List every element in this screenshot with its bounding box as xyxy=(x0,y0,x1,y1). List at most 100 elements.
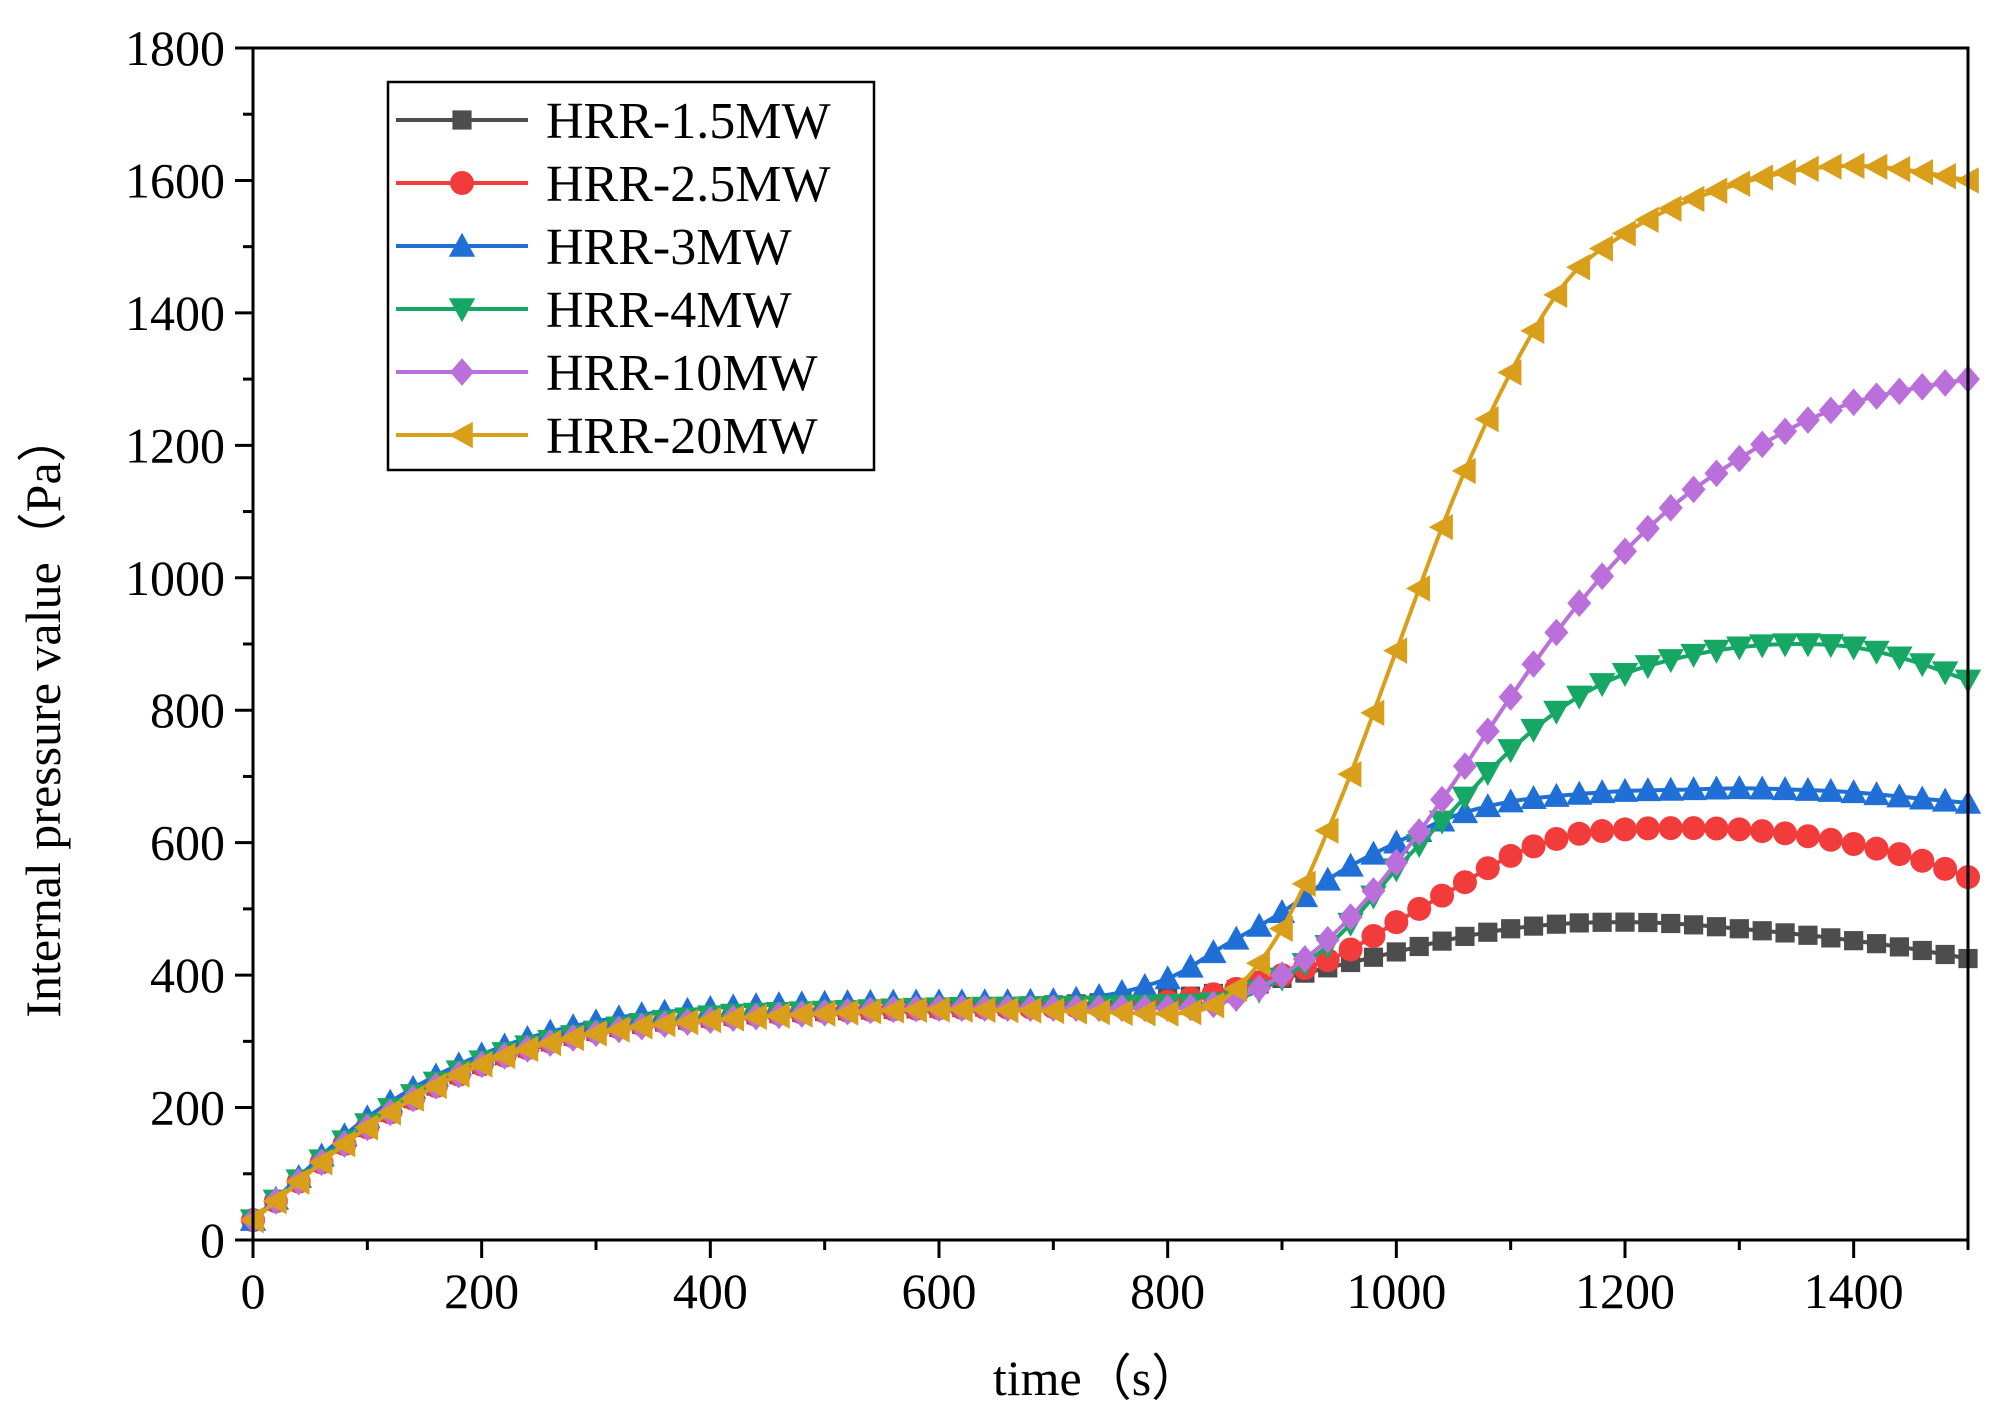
data-point xyxy=(1840,779,1867,804)
data-point xyxy=(1886,646,1913,671)
data-point xyxy=(1200,992,1225,1019)
data-point xyxy=(1566,685,1593,710)
legend-entry: HRR-10MW xyxy=(396,345,818,402)
data-point xyxy=(1726,775,1753,800)
data-point xyxy=(1931,661,1959,686)
data-point xyxy=(811,1000,836,1027)
data-point xyxy=(1704,459,1729,488)
data-point xyxy=(1520,785,1547,810)
data-point xyxy=(1704,816,1729,841)
data-point xyxy=(1611,663,1639,687)
legend-label: HRR-20MW xyxy=(546,408,818,465)
data-point xyxy=(1474,793,1501,818)
data-point xyxy=(1866,934,1887,954)
data-point xyxy=(1247,974,1272,1002)
data-point xyxy=(720,1005,744,1032)
axes-layer: 0 200 400 600 800 1000 1200 1400 0 200 400 600 800 10… xyxy=(125,20,1970,1319)
data-point xyxy=(1818,827,1843,852)
data-point xyxy=(1611,777,1639,802)
data-point xyxy=(1817,777,1844,802)
data-point xyxy=(354,1114,379,1141)
data-point xyxy=(1817,634,1844,659)
data-point xyxy=(1569,913,1589,933)
data-point xyxy=(1821,928,1841,948)
data-point xyxy=(1840,152,1865,180)
data-point xyxy=(1428,513,1453,541)
data-point xyxy=(1315,948,1340,973)
legend-entry: HRR-4MW xyxy=(396,282,792,339)
legend-entry: HRR-1.5MW xyxy=(396,93,831,150)
data-point xyxy=(1588,235,1613,262)
data-point xyxy=(1546,914,1566,934)
series-line-HRR-3MW xyxy=(251,786,1969,1222)
data-point xyxy=(1931,163,1956,190)
data-point xyxy=(1634,777,1662,802)
data-point xyxy=(1864,382,1889,410)
x-tick-label: 400 xyxy=(673,1263,748,1319)
data-point xyxy=(1200,939,1227,964)
data-point xyxy=(582,1020,607,1047)
data-point xyxy=(1177,953,1204,978)
legend-marker xyxy=(448,298,476,323)
data-point xyxy=(1795,824,1820,849)
data-point xyxy=(1085,998,1110,1026)
data-point xyxy=(1223,925,1250,950)
data-point xyxy=(1245,950,1270,977)
data-point xyxy=(1017,997,1042,1024)
data-point xyxy=(1131,1000,1156,1027)
y-tick-label: 600 xyxy=(150,815,225,871)
data-point xyxy=(948,996,973,1023)
data-point xyxy=(1521,650,1546,678)
series-HRR-20MW xyxy=(239,152,1979,1234)
data-point xyxy=(1749,164,1773,191)
data-point xyxy=(1771,776,1799,801)
data-point xyxy=(1315,925,1340,954)
data-point xyxy=(1314,817,1339,844)
data-point xyxy=(1726,170,1751,197)
data-point xyxy=(1635,816,1660,841)
data-point xyxy=(1544,826,1569,851)
data-point xyxy=(1727,444,1752,473)
data-point xyxy=(1887,842,1912,867)
data-point xyxy=(262,1187,287,1215)
data-point xyxy=(1794,633,1822,658)
x-tick-label: 1400 xyxy=(1804,1263,1904,1319)
data-point xyxy=(1063,998,1087,1025)
data-point xyxy=(1040,997,1065,1025)
data-point xyxy=(1475,856,1500,881)
y-axis-title: Internal pressure value（Pa） xyxy=(15,412,71,1017)
legend-marker xyxy=(450,358,474,386)
legend-marker xyxy=(452,110,472,130)
data-point xyxy=(559,1024,584,1052)
data-point xyxy=(331,1130,356,1158)
y-tick-label: 1800 xyxy=(125,20,225,76)
data-point xyxy=(1863,781,1890,806)
data-point xyxy=(1680,185,1705,213)
data-point xyxy=(1795,406,1820,434)
data-point xyxy=(1634,206,1659,234)
data-point xyxy=(1543,782,1570,807)
data-point xyxy=(1886,155,1911,183)
data-point xyxy=(1773,821,1798,846)
data-point xyxy=(1887,377,1912,406)
data-point xyxy=(1430,785,1455,814)
data-point xyxy=(1657,195,1682,222)
legend-entry: HRR-20MW xyxy=(396,408,818,465)
data-point xyxy=(1245,912,1273,937)
data-point xyxy=(1840,636,1867,661)
data-point xyxy=(1863,640,1890,665)
data-point xyxy=(1794,776,1822,801)
data-point xyxy=(1566,780,1593,805)
data-point xyxy=(1474,762,1501,787)
data-point xyxy=(514,1035,539,1063)
data-point xyxy=(834,999,859,1026)
data-point xyxy=(1337,852,1364,877)
data-point xyxy=(1681,816,1706,841)
data-point xyxy=(971,996,996,1024)
data-point xyxy=(1658,816,1683,841)
data-point xyxy=(1520,317,1545,344)
data-point xyxy=(1909,653,1936,678)
x-tick-label: 0 xyxy=(241,1263,266,1319)
data-point xyxy=(651,1010,676,1038)
data-point xyxy=(1154,1000,1179,1027)
